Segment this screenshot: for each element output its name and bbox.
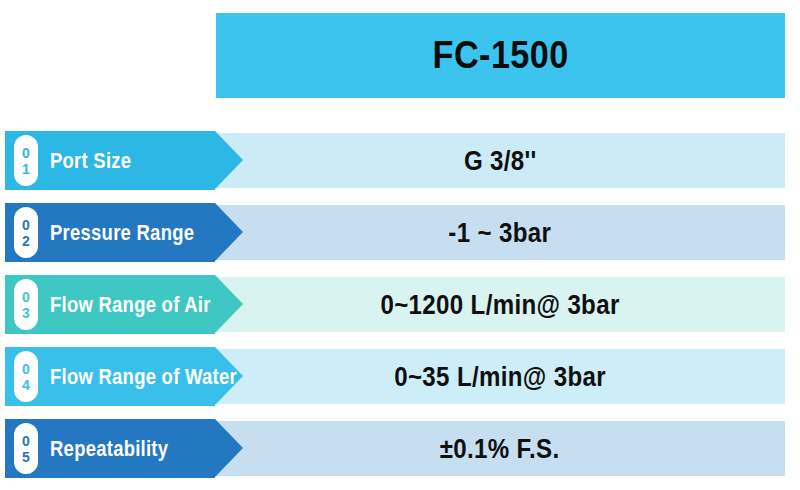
spec-row-flow-range-water: 0~35 L/min@ 3bar 0 4 Flow Range of Water [0,347,800,406]
spec-value: 0~35 L/min@ 3bar [394,361,606,393]
model-title: FC-1500 [432,34,568,77]
row-number-badge: 0 1 [14,135,38,186]
arrow-tip-icon [215,203,243,261]
arrow-tip-icon [215,275,243,333]
spec-value-cell: ±0.1% F.S. [215,421,785,476]
spec-value-cell: 0~35 L/min@ 3bar [215,349,785,404]
spec-label-arrow: 0 3 Flow Range of Air [5,275,243,334]
spec-row-flow-range-air: 0~1200 L/min@ 3bar 0 3 Flow Range of Air [0,275,800,334]
spec-label-arrow: 0 1 Port Size [5,131,243,190]
spec-label: Pressure Range [50,220,194,246]
spec-label: Repeatability [50,436,168,462]
row-number-badge: 0 5 [14,423,38,474]
spec-label: Flow Range of Air [50,292,211,318]
spec-table: FC-1500 G 3/8'' 0 1 Port Size -1 ~ 3bar [0,0,800,490]
spec-value: -1 ~ 3bar [449,217,552,249]
spec-row-repeatability: ±0.1% F.S. 0 5 Repeatability [0,419,800,478]
spec-value: G 3/8'' [464,145,537,177]
model-header: FC-1500 [216,13,785,98]
spec-value-cell: -1 ~ 3bar [215,205,785,260]
spec-value-cell: 0~1200 L/min@ 3bar [215,277,785,332]
row-number-badge: 0 3 [14,279,38,330]
spec-label: Port Size [50,148,131,174]
row-number-badge: 0 4 [14,351,38,402]
spec-label-arrow: 0 5 Repeatability [5,419,243,478]
arrow-tip-icon [215,419,243,477]
spec-value: 0~1200 L/min@ 3bar [380,289,619,321]
arrow-tip-icon [215,131,243,189]
spec-value-cell: G 3/8'' [215,133,785,188]
row-number-badge: 0 2 [14,207,38,258]
spec-value: ±0.1% F.S. [440,433,560,465]
spec-label-arrow: 0 2 Pressure Range [5,203,243,262]
spec-label: Flow Range of Water [50,364,237,390]
spec-row-port-size: G 3/8'' 0 1 Port Size [0,131,800,190]
spec-row-pressure-range: -1 ~ 3bar 0 2 Pressure Range [0,203,800,262]
spec-label-arrow: 0 4 Flow Range of Water [5,347,243,406]
